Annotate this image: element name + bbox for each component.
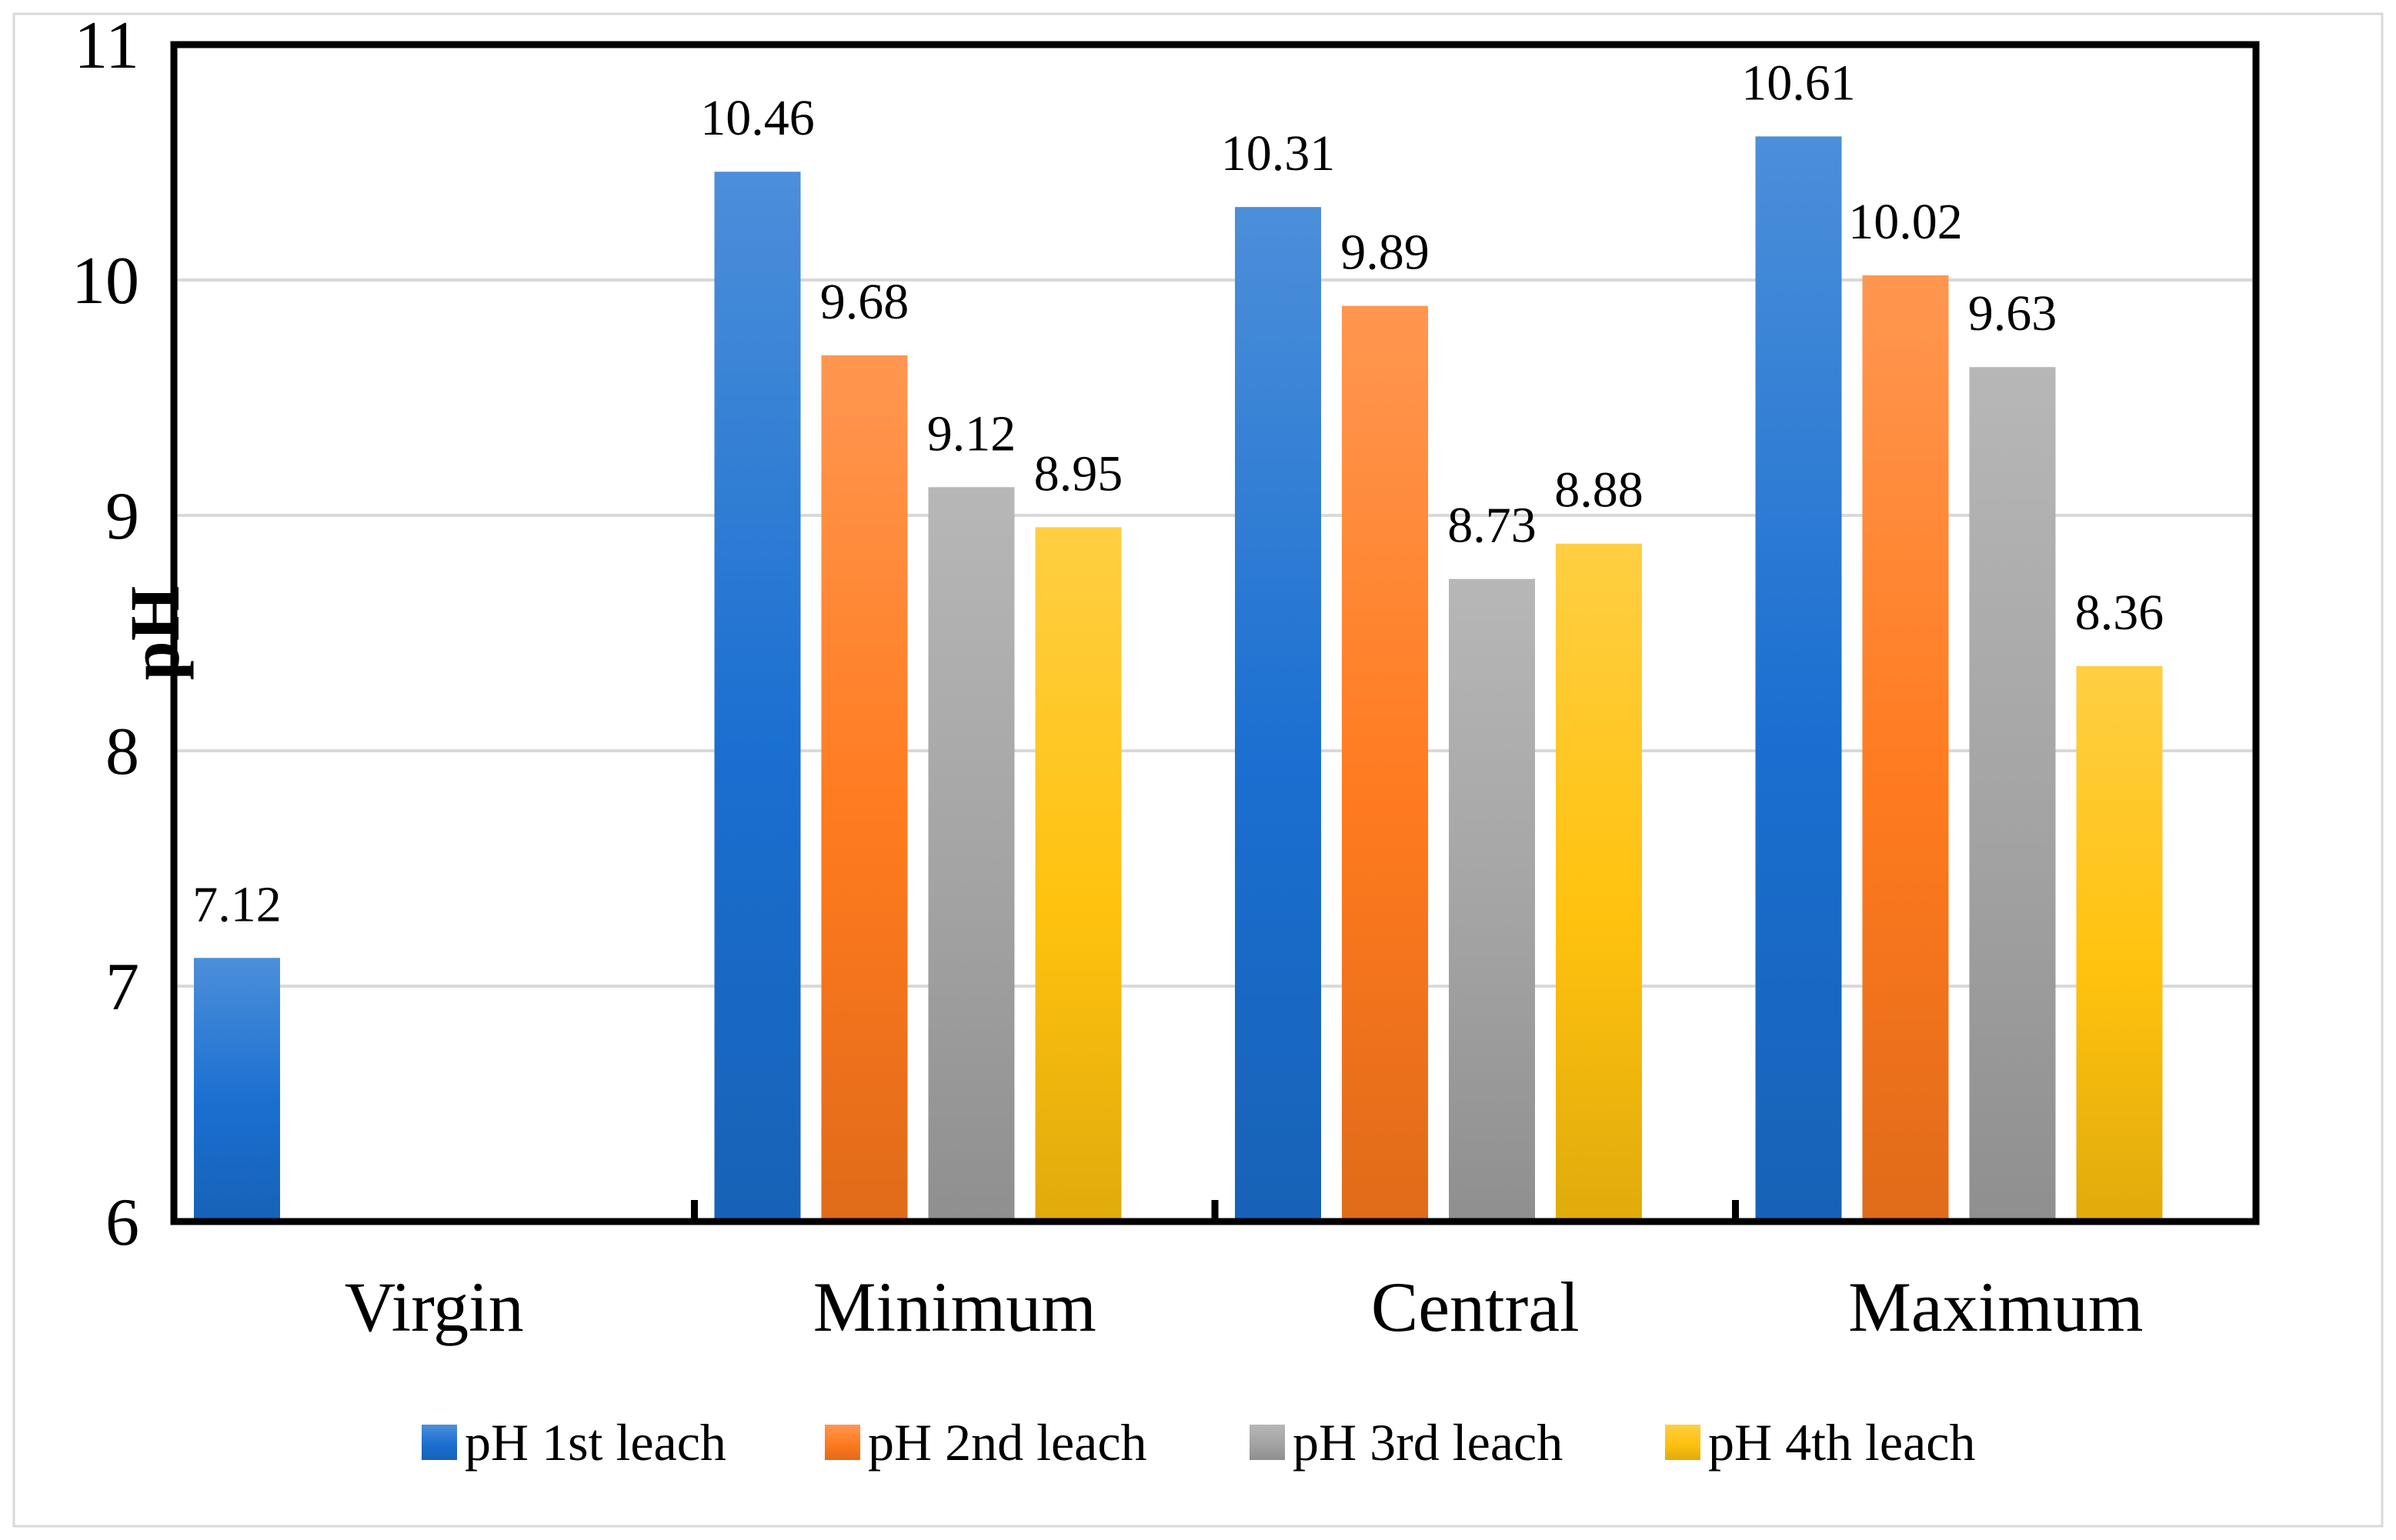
legend-swatch	[422, 1425, 457, 1460]
y-axis-tick-labels: 6 7 8 9 10 11	[72, 8, 139, 1260]
bar-ph-4th-leach-minimum	[1035, 527, 1122, 1222]
legend-swatch	[825, 1425, 860, 1460]
y-tick-label: 9	[105, 479, 139, 554]
legend: pH 1st leach pH 2nd leach pH 3rd leach pH 4…	[422, 1413, 1975, 1472]
bar-ph-2nd-leach-maximum	[1862, 275, 1949, 1222]
bar-ph-1st-leach-minimum	[714, 172, 801, 1222]
bar-ph-3rd-leach-central	[1449, 578, 1535, 1222]
y-tick-label: 6	[105, 1185, 139, 1260]
legend-label: pH 4th leach	[1708, 1413, 1975, 1472]
data-label: 8.73	[1447, 498, 1537, 554]
data-label: 10.31	[1221, 125, 1336, 182]
data-label: 9.89	[1340, 225, 1430, 281]
bar-ph-3rd-leach-maximum	[1969, 367, 2056, 1222]
legend-swatch	[1250, 1425, 1285, 1460]
bars	[194, 136, 2163, 1222]
data-label: 7.12	[192, 876, 282, 932]
category-tick-marks	[691, 1200, 1739, 1225]
y-tick-label: 8	[105, 715, 139, 789]
data-label: 10.46	[700, 90, 815, 146]
bar-ph-2nd-leach-minimum	[821, 355, 908, 1222]
x-axis-category-labels: Virgin Minimum Central Maximum	[345, 1268, 2144, 1346]
legend-label: pH 3rd leach	[1293, 1413, 1563, 1472]
legend-label: pH 1st leach	[465, 1413, 726, 1472]
y-tick-label: 11	[74, 8, 139, 83]
y-tick-label: 7	[105, 950, 139, 1025]
data-label: 8.95	[1034, 445, 1123, 502]
bar-ph-1st-leach-maximum	[1755, 136, 1842, 1222]
legend-label: pH 2nd leach	[868, 1413, 1147, 1472]
data-label: 10.02	[1848, 194, 1963, 250]
x-category-label: Maximum	[1848, 1268, 2143, 1346]
bar-ph-1st-leach-central	[1235, 207, 1321, 1222]
y-axis-label: pH	[115, 586, 194, 681]
data-label: 10.61	[1741, 55, 1856, 111]
bar-ph-2nd-leach-central	[1342, 305, 1428, 1222]
data-label: 9.63	[1968, 285, 2057, 342]
x-category-label: Central	[1371, 1268, 1580, 1346]
legend-swatch	[1665, 1425, 1700, 1460]
data-label: 9.68	[820, 274, 909, 330]
data-label: 8.36	[2075, 585, 2164, 641]
x-category-label: Minimum	[813, 1268, 1096, 1346]
y-tick-label: 10	[72, 244, 139, 318]
bar-ph-4th-leach-maximum	[2076, 665, 2163, 1222]
data-label: 8.88	[1554, 462, 1643, 518]
x-category-label: Virgin	[345, 1268, 524, 1346]
data-labels: 7.12 10.46 10.31 10.61 9.68 9.89 10.02 9.12 8.73…	[192, 55, 2164, 932]
bar-ph-3rd-leach-minimum	[928, 487, 1015, 1222]
bar-ph-4th-leach-central	[1556, 543, 1642, 1222]
data-label: 9.12	[927, 405, 1016, 462]
bar-ph-1st-leach-virgin	[194, 958, 280, 1222]
